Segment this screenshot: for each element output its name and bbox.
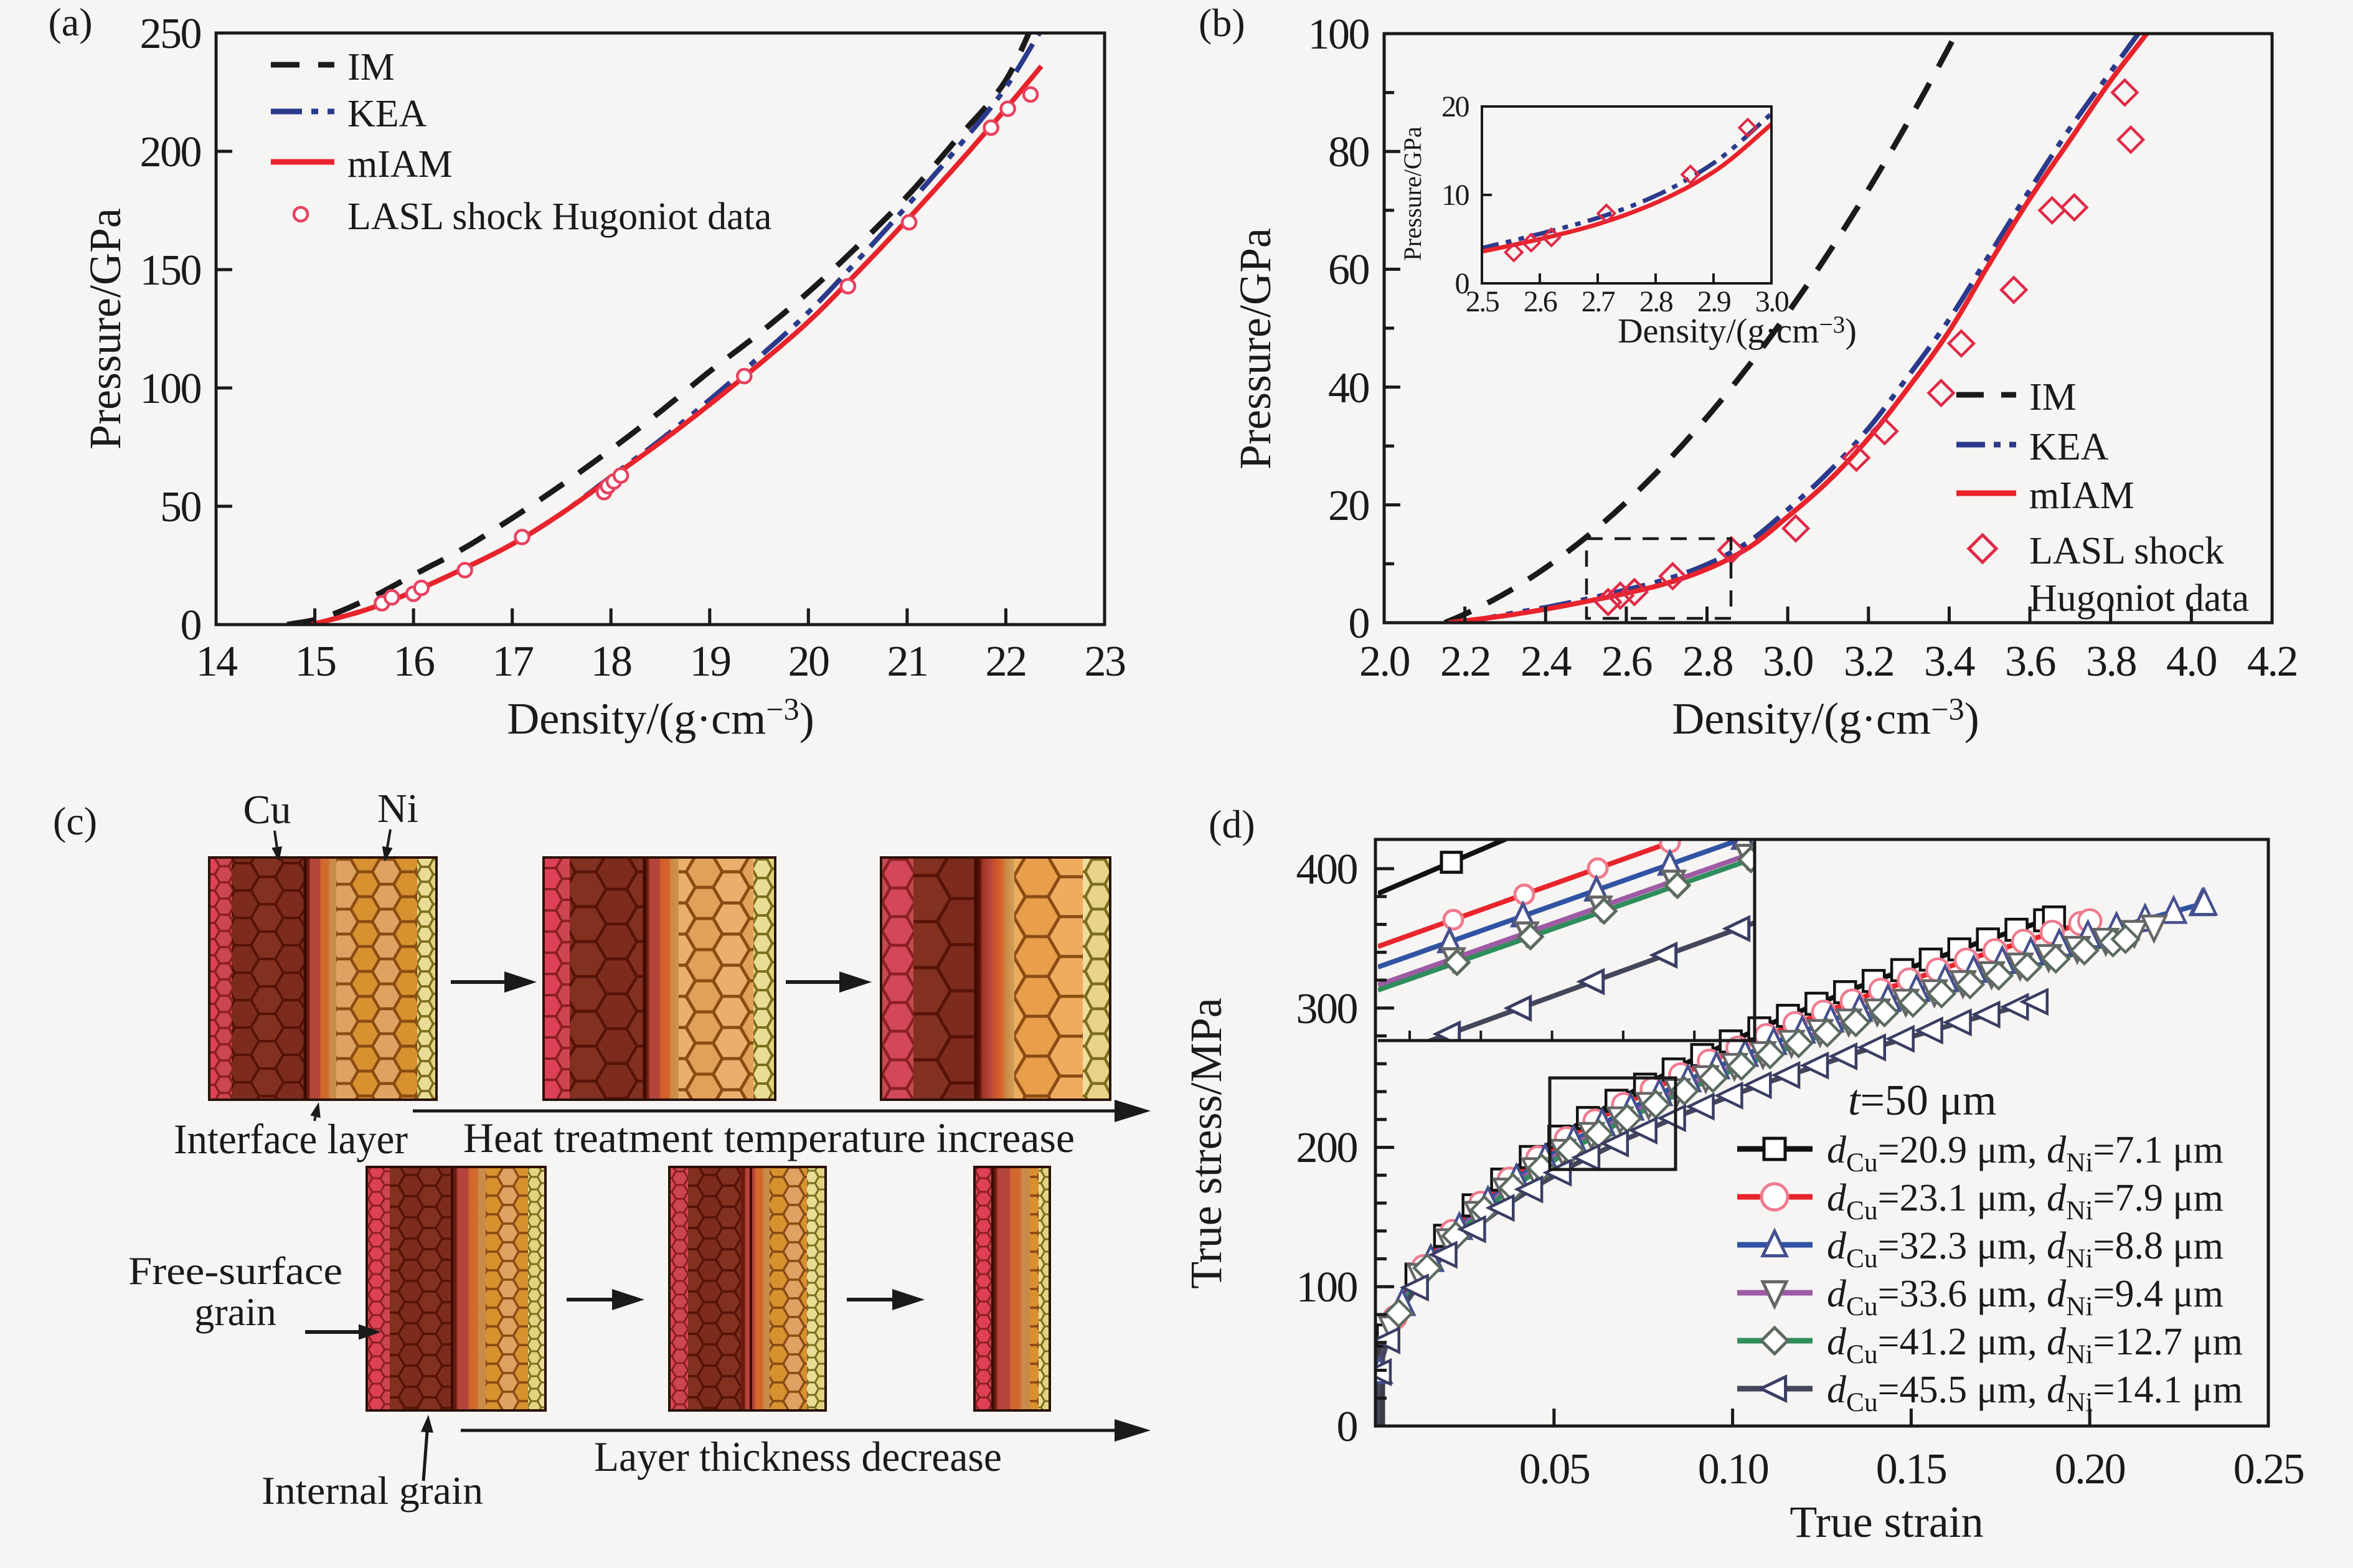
svg-text:22: 22 <box>986 638 1026 686</box>
svg-text:200: 200 <box>1296 1124 1357 1172</box>
svg-text:dCu=41.2 μm, dNi=12.7 μm: dCu=41.2 μm, dNi=12.7 μm <box>1827 1321 2243 1369</box>
svg-text:Pressure/GPa: Pressure/GPa <box>1230 228 1280 470</box>
svg-text:dCu=45.5 μm, dNi=14.1 μm: dCu=45.5 μm, dNi=14.1 μm <box>1827 1369 2243 1417</box>
svg-text:2.9: 2.9 <box>1697 285 1731 318</box>
svg-text:2.5: 2.5 <box>1466 285 1499 318</box>
svg-text:Density/(g·cm−3): Density/(g·cm−3) <box>1618 311 1857 351</box>
svg-text:100: 100 <box>140 365 201 413</box>
svg-text:Pressure/GPa: Pressure/GPa <box>1398 126 1426 261</box>
svg-text:LASL shock: LASL shock <box>2029 530 2224 572</box>
svg-text:(b): (b) <box>1199 1 1245 45</box>
svg-text:2.8: 2.8 <box>1639 285 1673 318</box>
svg-text:0: 0 <box>1349 600 1369 648</box>
svg-text:Internal grain: Internal grain <box>262 1468 483 1513</box>
svg-text:14: 14 <box>196 638 238 686</box>
svg-text:0.20: 0.20 <box>2055 1445 2125 1493</box>
svg-text:3.2: 3.2 <box>1844 638 1893 686</box>
svg-text:2.0: 2.0 <box>1359 638 1410 686</box>
svg-text:21: 21 <box>887 638 928 686</box>
svg-text:50: 50 <box>160 483 201 531</box>
svg-text:80: 80 <box>1328 128 1369 176</box>
svg-text:dCu=23.1 μm, dNi=7.9 μm: dCu=23.1 μm, dNi=7.9 μm <box>1827 1177 2223 1226</box>
svg-text:0.05: 0.05 <box>1519 1445 1590 1493</box>
svg-text:KEA: KEA <box>347 93 427 135</box>
svg-text:4.2: 4.2 <box>2247 638 2297 686</box>
svg-text:Heat treatment temperature inc: Heat treatment temperature increase <box>463 1114 1075 1161</box>
svg-text:3.4: 3.4 <box>1924 638 1975 686</box>
svg-text:100: 100 <box>1296 1263 1357 1311</box>
svg-text:0: 0 <box>1337 1403 1357 1451</box>
svg-text:(c): (c) <box>53 799 97 843</box>
svg-text:True stress/MPa: True stress/MPa <box>1181 998 1231 1288</box>
svg-text:100: 100 <box>1308 11 1369 59</box>
svg-text:Free-surface: Free-surface <box>128 1249 342 1293</box>
svg-text:mIAM: mIAM <box>347 143 453 186</box>
svg-text:dCu=20.9 μm, dNi=7.1 μm: dCu=20.9 μm, dNi=7.1 μm <box>1827 1129 2223 1178</box>
svg-text:True strain: True strain <box>1790 1497 1983 1547</box>
svg-text:2.8: 2.8 <box>1682 638 1733 686</box>
svg-text:0: 0 <box>1455 267 1469 300</box>
svg-text:60: 60 <box>1328 246 1369 294</box>
svg-text:IM: IM <box>347 46 395 88</box>
svg-text:2.4: 2.4 <box>1521 638 1572 686</box>
svg-text:t=50 μm: t=50 μm <box>1848 1077 1996 1125</box>
svg-text:300: 300 <box>1296 985 1357 1033</box>
svg-text:dCu=33.6 μm, dNi=9.4 μm: dCu=33.6 μm, dNi=9.4 μm <box>1827 1273 2223 1321</box>
svg-text:(a): (a) <box>48 0 92 44</box>
svg-text:IM: IM <box>2029 376 2077 418</box>
svg-text:3.0: 3.0 <box>1755 285 1789 318</box>
svg-text:20: 20 <box>788 638 829 686</box>
svg-text:mIAM: mIAM <box>2029 475 2134 517</box>
svg-text:Density/(g·cm−3): Density/(g·cm−3) <box>507 692 814 744</box>
svg-text:20: 20 <box>1441 90 1469 123</box>
svg-text:2.2: 2.2 <box>1440 638 1490 686</box>
svg-text:Density/(g·cm−3): Density/(g·cm−3) <box>1672 692 1979 744</box>
svg-text:Ni: Ni <box>377 786 418 831</box>
svg-text:LASL shock Hugoniot data: LASL shock Hugoniot data <box>347 196 771 238</box>
svg-text:150: 150 <box>140 247 201 295</box>
svg-text:0.15: 0.15 <box>1876 1445 1946 1493</box>
svg-text:Pressure/GPa: Pressure/GPa <box>80 208 130 450</box>
svg-text:23: 23 <box>1085 638 1126 686</box>
svg-text:dCu=32.3 μm, dNi=8.8 μm: dCu=32.3 μm, dNi=8.8 μm <box>1827 1225 2223 1273</box>
svg-text:2.7: 2.7 <box>1582 285 1615 318</box>
svg-text:15: 15 <box>295 638 336 686</box>
svg-text:250: 250 <box>140 10 201 58</box>
svg-text:Cu: Cu <box>243 787 291 833</box>
svg-text:400: 400 <box>1296 846 1357 894</box>
svg-text:3.0: 3.0 <box>1763 638 1813 686</box>
svg-text:19: 19 <box>690 638 731 686</box>
svg-text:4.0: 4.0 <box>2166 638 2217 686</box>
svg-text:18: 18 <box>591 638 632 686</box>
svg-text:Hugoniot data: Hugoniot data <box>2029 577 2249 620</box>
svg-text:Layer thickness decrease: Layer thickness decrease <box>594 1433 1002 1480</box>
svg-text:(d): (d) <box>1209 802 1255 846</box>
svg-text:200: 200 <box>140 128 201 176</box>
svg-text:2.6: 2.6 <box>1524 285 1557 318</box>
svg-text:3.6: 3.6 <box>2005 638 2055 686</box>
svg-text:40: 40 <box>1328 364 1369 412</box>
svg-text:10: 10 <box>1441 179 1469 212</box>
svg-text:Interface layer: Interface layer <box>174 1115 408 1163</box>
svg-text:0.25: 0.25 <box>2233 1445 2304 1493</box>
svg-text:KEA: KEA <box>2029 426 2109 468</box>
svg-text:2.6: 2.6 <box>1601 638 1652 686</box>
svg-text:20: 20 <box>1328 482 1369 530</box>
svg-text:0.10: 0.10 <box>1698 1445 1768 1493</box>
svg-text:16: 16 <box>394 638 435 686</box>
svg-text:0: 0 <box>181 602 201 649</box>
svg-text:grain: grain <box>194 1290 276 1334</box>
svg-text:3.8: 3.8 <box>2086 638 2136 686</box>
svg-text:17: 17 <box>493 638 534 686</box>
